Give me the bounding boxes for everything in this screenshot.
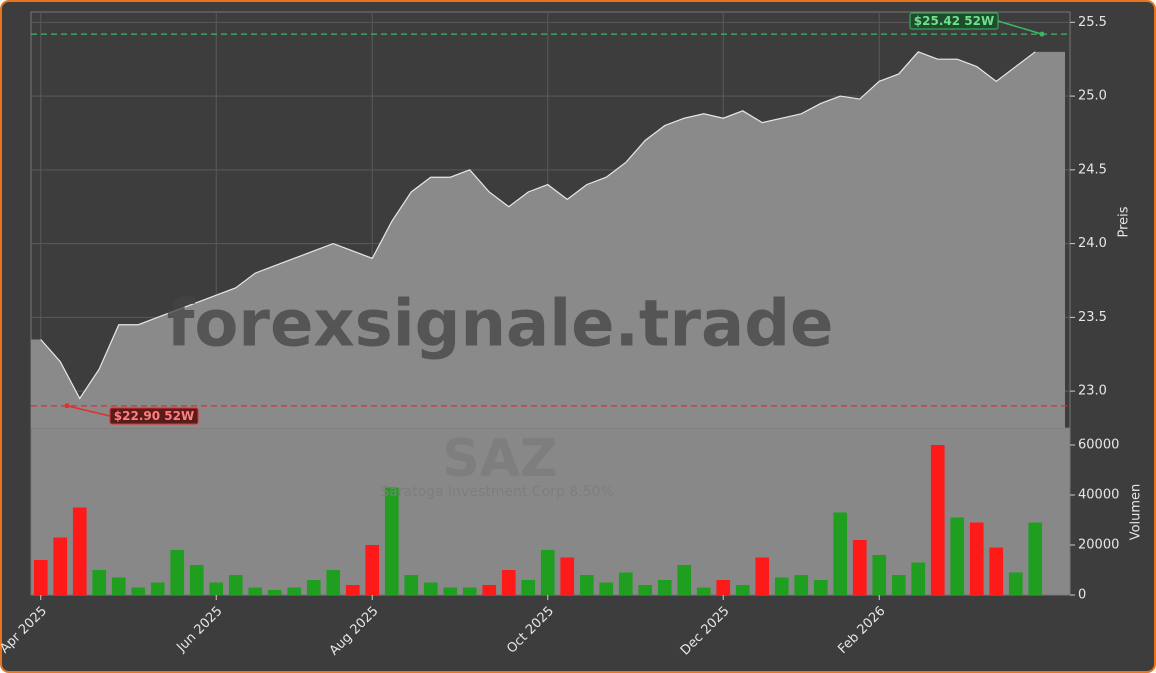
- volume-bar: [501, 570, 516, 595]
- watermark: forexsignale.trade: [167, 288, 834, 362]
- volume-bar: [384, 487, 399, 595]
- volume-bar: [872, 555, 887, 595]
- volume-bar: [579, 575, 594, 595]
- volume-bar: [950, 517, 965, 595]
- volume-bar: [716, 580, 731, 595]
- y2-axis-label: Volumen: [1129, 484, 1144, 541]
- volume-bar: [989, 547, 1004, 595]
- volume-bar: [131, 587, 146, 595]
- volume-bar: [92, 570, 107, 595]
- volume-bar: [306, 580, 321, 595]
- price-area: [31, 51, 1065, 429]
- volume-bar: [443, 587, 458, 595]
- volume-bar: [345, 585, 360, 595]
- volume-bar: [696, 587, 711, 595]
- y-tick-label: 23.5: [1078, 310, 1107, 325]
- volume-bar: [735, 585, 750, 595]
- volume-bar: [774, 577, 789, 595]
- volume-bar: [170, 550, 185, 595]
- volume-bar: [852, 540, 867, 595]
- volume-bar: [911, 562, 926, 595]
- volume-bar: [891, 575, 906, 595]
- volume-bar: [833, 512, 848, 595]
- volume-bar: [150, 582, 165, 595]
- plot: 23.0 23.5 24.0 24.5 25.0 25.5 0 20000 40000 60000…: [0, 12, 1119, 659]
- volume-bar: [1008, 572, 1023, 595]
- price-line: [40, 51, 1036, 400]
- volume-bar: [930, 445, 945, 595]
- y-axis-label: Preis: [1117, 206, 1132, 237]
- volume-bar: [365, 545, 380, 595]
- y-tick-label: 25.0: [1078, 89, 1107, 104]
- volume-bar: [228, 575, 243, 595]
- symbol-watermark: SAZ: [442, 429, 557, 489]
- volume-bar: [287, 587, 302, 595]
- volume-bar: [560, 557, 575, 595]
- volume-bar: [813, 580, 828, 595]
- y-tick-label: 23.0: [1078, 384, 1107, 399]
- volume-bar: [1028, 522, 1043, 595]
- volume-bar: [794, 575, 809, 595]
- y2-tick-label: 40000: [1078, 488, 1119, 503]
- low-label: $22.90 52W: [114, 409, 194, 423]
- low-arrow-head: [64, 403, 70, 409]
- volume-bar: [33, 560, 48, 595]
- volume-bar: [462, 587, 477, 595]
- volume-bar: [482, 585, 497, 595]
- volume-bar: [189, 565, 204, 595]
- volume-bar: [657, 580, 672, 595]
- volume-bar: [209, 582, 224, 595]
- volume-bar: [638, 585, 653, 595]
- volume-bar: [969, 522, 984, 595]
- low-arrow: [66, 405, 111, 417]
- volume-bar: [326, 570, 341, 595]
- y2-tick-label: 0: [1078, 588, 1086, 603]
- volume-bar: [53, 537, 68, 595]
- y-tick-label: 25.5: [1078, 15, 1107, 30]
- volume-bar: [521, 580, 536, 595]
- high-arrow: [997, 20, 1043, 35]
- y2-tick-label: 60000: [1078, 438, 1119, 453]
- volume-bar: [618, 572, 633, 595]
- volume-bar: [111, 577, 126, 595]
- y2-tick-label: 20000: [1078, 538, 1119, 553]
- volume-bar: [267, 590, 282, 595]
- subtitle-watermark: Saratoga Investment Corp 8.50%: [380, 484, 613, 500]
- high-arrow-head: [1039, 31, 1045, 37]
- volume-bar: [599, 582, 614, 595]
- volume-bar: [248, 587, 263, 595]
- y-tick-label: 24.5: [1078, 162, 1107, 177]
- high-label: $25.42 52W: [914, 14, 994, 28]
- volume-bar: [677, 565, 692, 595]
- volume-bar: [423, 582, 438, 595]
- volume-bar: [404, 575, 419, 595]
- volume-bar: [72, 507, 87, 595]
- volume-bar: [540, 550, 555, 595]
- y-tick-label: 24.0: [1078, 236, 1107, 251]
- volume-bar: [755, 557, 770, 595]
